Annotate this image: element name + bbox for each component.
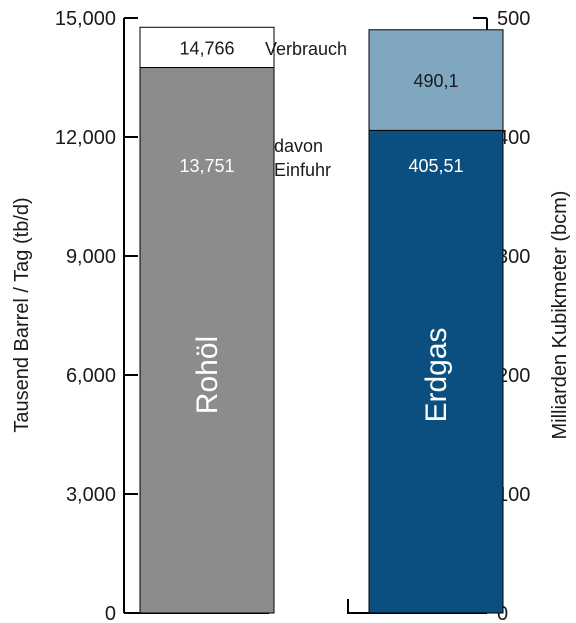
crude-oil-consumption-segment [139,26,275,69]
right-tick-label: 300 [497,246,530,268]
left-tick-label: 0 [105,603,116,623]
left-tick-label: 12,000 [55,127,116,149]
annotation-imports-line2: Einfuhr [274,160,331,180]
natural-gas-bar-name: Erdgas [420,327,453,422]
left-axis-title: Tausend Barrel / Tag (tb/d) [11,197,33,432]
bars [139,26,504,614]
natural-gas-consumption-label: 490,1 [413,71,458,91]
left-tick-label: 6,000 [66,365,116,387]
natural-gas-imports-label: 405,51 [408,156,463,176]
crude-oil-consumption-label: 14,766 [179,38,234,58]
crude-oil-imports-label: 13,751 [179,156,234,176]
natural-gas-consumption-segment [368,29,504,131]
crude-oil-imports-segment [139,67,275,614]
right-tick-label: 100 [497,484,530,506]
right-tick-label: 500 [497,8,530,30]
left-tick-label: 9,000 [66,246,116,268]
right-tick-label: 400 [497,127,530,149]
natural-gas-imports-segment [368,129,504,614]
left-tick-label: 15,000 [55,8,116,30]
crude-oil-bar-name: Rohöl [191,336,224,414]
left-tick-label: 3,000 [66,484,116,506]
right-tick-label: 200 [497,365,530,387]
annotation-consumption: Verbrauch [265,39,347,59]
labels: 14,766 13,751 Rohöl 490,1 405,51 Erdgas [179,38,463,422]
right-axis-title: Milliarden Kubikmeter (bcm) [549,191,571,440]
annotation-imports-line1: davon [274,136,323,156]
